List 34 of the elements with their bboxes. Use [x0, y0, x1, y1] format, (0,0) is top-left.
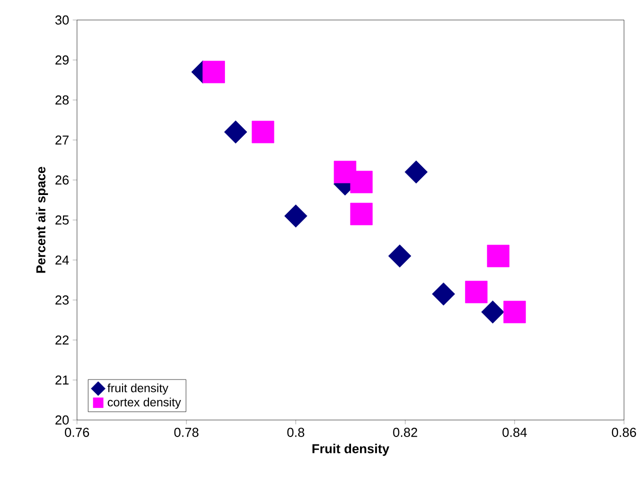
point — [202, 60, 225, 84]
y-tick-label: 21 — [55, 375, 69, 385]
y-tick-label: 25 — [55, 215, 69, 225]
y-tick-label: 28 — [55, 95, 69, 105]
x-tick-label: 0.78 — [174, 428, 198, 437]
y-axis-title: Percent air space — [36, 166, 48, 273]
y-tick-label: 26 — [55, 175, 69, 185]
y-tick-label: 22 — [55, 335, 69, 345]
point — [503, 300, 526, 324]
y-tick-label: 23 — [55, 295, 69, 305]
y-tick-label: 24 — [55, 255, 69, 265]
point — [465, 280, 488, 304]
y-tick-label: 29 — [55, 55, 69, 65]
y-tick-label: 20 — [55, 415, 69, 425]
x-tick-label: 0.84 — [502, 428, 527, 437]
point — [404, 160, 428, 184]
x-tick-label: 0.76 — [64, 428, 90, 437]
x-tick-label: 0.8 — [287, 428, 304, 437]
point — [432, 282, 456, 306]
y-tick-label: 30 — [55, 15, 69, 25]
x-tick-label: 0.86 — [612, 428, 636, 437]
point — [350, 202, 373, 226]
x-axis-title: Fruit density — [312, 444, 390, 456]
point — [481, 300, 504, 324]
y-tick-label: 27 — [55, 135, 69, 145]
point — [350, 170, 373, 194]
point — [486, 244, 510, 268]
legend-label: fruit density — [107, 384, 168, 395]
point — [388, 244, 412, 268]
x-tick-label: 0.82 — [393, 428, 418, 437]
legend-label: cortex density — [108, 398, 181, 409]
point — [252, 120, 274, 144]
point — [284, 204, 308, 228]
point — [224, 120, 248, 144]
